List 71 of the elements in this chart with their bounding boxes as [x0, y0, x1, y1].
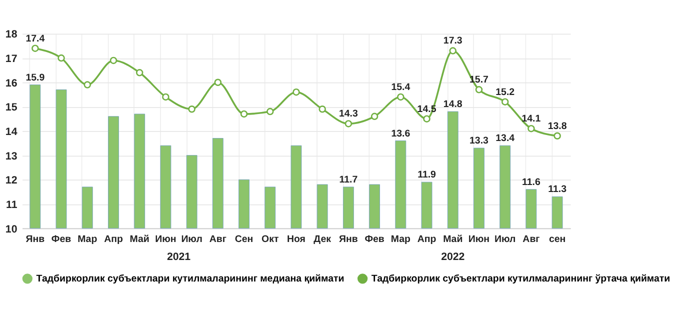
point [162, 93, 170, 101]
y-tick-label: 13 [5, 150, 18, 162]
data-label: 14.8 [443, 99, 463, 110]
text: 2021 [166, 251, 191, 264]
x-tick-label: Май [443, 234, 463, 245]
x-tick-label: Фев [364, 234, 384, 245]
x-tick-label: Апр [417, 234, 436, 245]
y-tick-label: 16 [5, 77, 18, 90]
point [423, 115, 430, 122]
data-label: 11.6 [522, 176, 541, 188]
point [528, 124, 535, 132]
x-tick-label: Ноя [286, 234, 306, 245]
point [554, 132, 561, 140]
point [136, 69, 144, 76]
point [449, 47, 456, 54]
x-tick-label: Апр [104, 234, 123, 245]
x-tick-label: Янв [339, 234, 358, 245]
x-tick-label: Июн [468, 234, 490, 245]
y-tick-label: 10 [5, 223, 18, 236]
y-tick-label: 14 [5, 126, 18, 138]
y-tick-label: 15 [5, 102, 18, 114]
data-label: 11.7 [339, 174, 358, 186]
y-tick-label: 12 [5, 174, 18, 187]
x-tick-label: Авг [209, 234, 226, 245]
data-label: 13.4 [496, 133, 516, 144]
point [344, 120, 352, 128]
data-label: 11.9 [418, 170, 437, 181]
x-tick-label: Июл [494, 234, 516, 245]
x-tick-label: Июл [181, 234, 202, 245]
x-tick-label: Янв [26, 234, 45, 245]
x-tick-label: Авг [522, 234, 540, 245]
x-tick-label: Окт [262, 234, 279, 245]
x-tick-label: Июн [155, 234, 176, 245]
point [188, 106, 196, 113]
data-label: 17.3 [443, 36, 463, 47]
point [84, 81, 92, 88]
data-label: 14.3 [338, 108, 358, 120]
data-label: 15.4 [391, 82, 411, 93]
y-tick-label: 17 [5, 53, 18, 66]
x-tick-label: Мар [390, 234, 410, 245]
y-tick-label: 11 [6, 198, 18, 211]
data-label: 13.8 [548, 120, 568, 132]
point [475, 86, 483, 94]
y-tick-label: 18 [5, 28, 18, 41]
legend-label: Тадбиркорлик субъектлари кутилмаларининг ўртача қиймати [371, 273, 670, 284]
x-tick-label: Сен [234, 234, 254, 245]
x-tick-label: сен [548, 234, 566, 245]
data-label: 15.2 [496, 86, 516, 98]
point [292, 88, 300, 96]
x-tick-label: Дек [314, 234, 332, 245]
data-label: 11.3 [548, 184, 568, 196]
point [397, 93, 404, 101]
point [110, 56, 118, 64]
point [266, 108, 274, 116]
data-label: 14.1 [522, 114, 542, 125]
data-label: 13.3 [470, 136, 490, 147]
data-label: 15.9 [26, 72, 46, 84]
data-label: 17.4 [26, 33, 46, 44]
point [370, 112, 378, 120]
legend-label: Тадбиркорлик субъектлари кутилмаларининг медиана қиймати [36, 273, 344, 284]
x-tick-label: Мар [78, 234, 98, 245]
text: 2022 [441, 251, 465, 264]
point [32, 44, 39, 52]
point [240, 110, 248, 118]
point [58, 54, 65, 62]
point [318, 106, 326, 113]
point [214, 78, 222, 86]
point [501, 98, 509, 106]
x-tick-label: Май [130, 234, 150, 245]
x-tick-label: Фев [51, 234, 72, 245]
data-label: 13.6 [391, 128, 411, 140]
